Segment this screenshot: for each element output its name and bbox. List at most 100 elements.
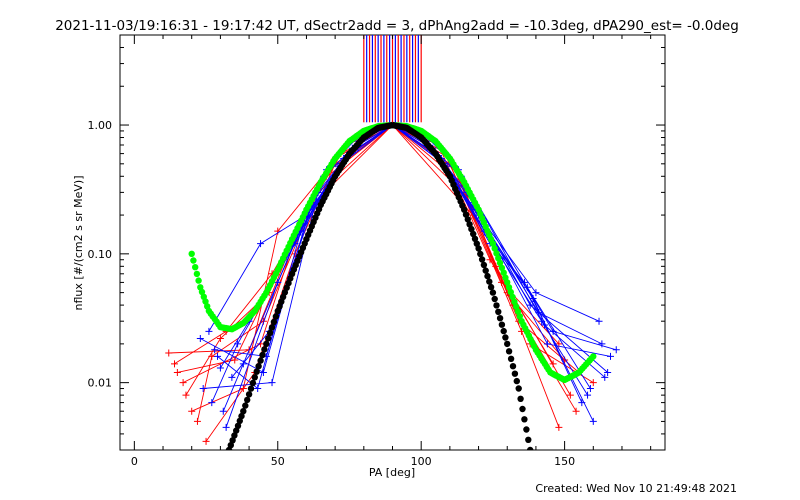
blue-series-group (196, 121, 620, 431)
black-fit-point (515, 385, 522, 392)
black-fit-point (489, 289, 497, 296)
blue-data-point (211, 346, 219, 354)
red-data-point (188, 407, 196, 415)
black-fit-point (229, 437, 236, 444)
black-fit-point (482, 267, 489, 274)
red-data-point (165, 349, 173, 357)
y-axis: 0.01 0.10 1.00 (88, 34, 665, 451)
red-data-point (216, 335, 224, 343)
black-fit-point (511, 370, 519, 377)
black-fit-point (268, 324, 276, 331)
red-data-point (572, 407, 580, 415)
black-fit-point (257, 357, 264, 364)
created-timestamp: Created: Wed Nov 10 21:49:48 2021 (535, 482, 737, 495)
green-fit-point (491, 245, 498, 252)
blue-data-point (228, 373, 236, 381)
black-fit-point (471, 235, 479, 242)
blue-data-point (208, 399, 216, 407)
black-fit-point (464, 216, 471, 223)
black-fit-point (500, 327, 507, 335)
red-data-point (171, 360, 178, 368)
black-fit-point (251, 374, 258, 381)
black-fit-point (513, 377, 520, 385)
black-fit-point (468, 225, 475, 233)
black-fit-point (498, 321, 506, 328)
black-fit-point (227, 442, 234, 449)
black-fit-point (255, 363, 262, 370)
black-fit-point (247, 385, 255, 392)
blue-data-point (612, 346, 620, 354)
blue-data-point (589, 417, 597, 425)
blue-data-point (196, 335, 204, 343)
black-fit-point (480, 261, 488, 269)
black-fit-point (272, 313, 280, 320)
chart-title: 2021-11-03/19:16:31 - 19:17:42 UT, dSect… (55, 18, 739, 34)
y-axis-label: nflux [#/(cm2 s sr MeV)] (72, 176, 85, 311)
blue-data-point (586, 385, 594, 393)
black-fit-point (231, 432, 238, 439)
blue-data-point (607, 352, 614, 360)
green-fit-point (511, 298, 518, 305)
black-fit-point (484, 272, 491, 280)
black-fit-point (270, 318, 278, 326)
red-data-point (486, 256, 494, 264)
series-layer (165, 35, 620, 450)
black-fit-point (507, 355, 515, 362)
black-fit-point (495, 308, 502, 315)
green-fit-point (198, 288, 206, 296)
black-fit-point (504, 340, 511, 348)
black-fit-point (266, 329, 274, 337)
black-fit-point (487, 283, 495, 291)
plot-area (165, 35, 620, 450)
blue-data-point (239, 360, 247, 368)
red-data-point (182, 391, 190, 399)
black-fit-point (521, 416, 528, 423)
green-fit-point (507, 288, 514, 296)
x-tick-label: 50 (271, 455, 285, 468)
blue-series-line (208, 124, 600, 332)
y-tick-label: 0.01 (88, 377, 113, 390)
vertical-line-group (363, 35, 422, 123)
green-fit-point (502, 274, 509, 281)
black-fit-point (523, 426, 530, 433)
black-fit-point (242, 402, 249, 409)
blue-data-point (532, 289, 540, 297)
green-fit-point (188, 250, 195, 257)
black-fit-point (259, 351, 266, 359)
red-data-point (589, 379, 597, 387)
black-fit-point (470, 230, 477, 238)
blue-data-point (214, 352, 222, 360)
black-fit-point (240, 408, 247, 415)
black-fit-point (493, 302, 500, 309)
blue-data-point (234, 340, 242, 348)
green-fit-point (505, 284, 513, 291)
blue-data-point (222, 423, 230, 431)
black-fit-point (496, 315, 504, 322)
green-fit-curve (188, 121, 597, 384)
blue-data-point (216, 364, 224, 372)
black-fit-point (462, 211, 470, 218)
blue-data-point (584, 391, 592, 399)
black-fit-point (245, 391, 253, 398)
black-fit-point (486, 278, 493, 285)
black-fit-point (466, 221, 473, 228)
red-data-point (193, 417, 201, 425)
red-series-line (185, 124, 580, 396)
blue-data-point (541, 321, 549, 329)
black-fit-point (265, 335, 272, 342)
green-fit-point (590, 353, 597, 360)
blue-data-point (601, 373, 609, 381)
black-fit-point (491, 295, 498, 303)
green-fit-point (495, 255, 502, 262)
green-fit-point (202, 298, 209, 305)
black-fit-point (475, 245, 482, 252)
black-fit-point (263, 340, 270, 348)
green-fit-point (190, 257, 197, 264)
green-fit-point (195, 277, 202, 284)
green-fit-point (500, 269, 507, 276)
red-data-point (555, 423, 563, 431)
black-fit-point (261, 346, 268, 353)
black-fit-point (478, 256, 486, 263)
green-fit-point (504, 279, 511, 286)
black-fit-point (509, 363, 517, 370)
